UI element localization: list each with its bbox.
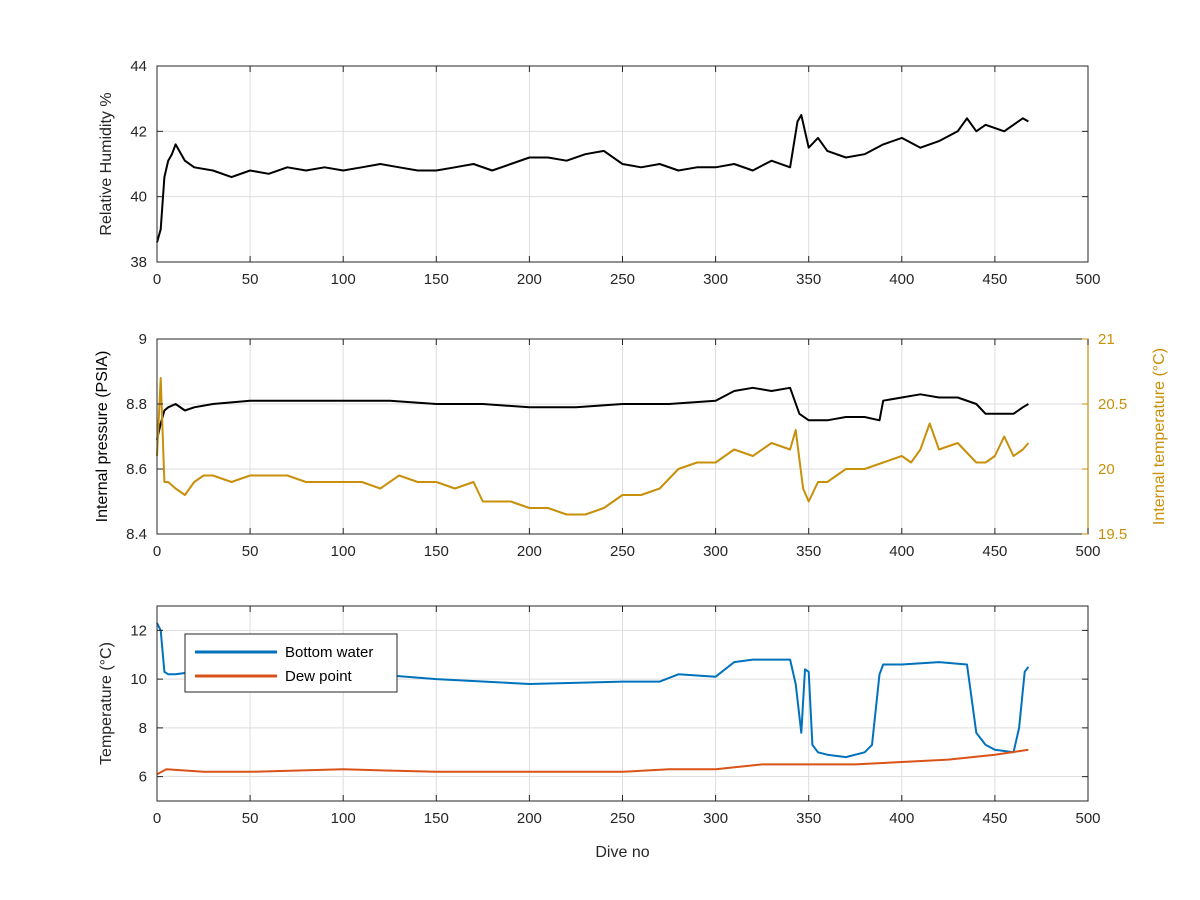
x-tick-label: 200 bbox=[517, 271, 542, 288]
y-tick-label: 9 bbox=[139, 331, 147, 348]
legend-entry: Dew point bbox=[285, 668, 353, 685]
x-tick-label: 100 bbox=[331, 810, 356, 827]
panel-2: 0 50 100 150 200 250 300 350 400 450 500 8.4 8.6 8.8 9… bbox=[94, 331, 1168, 560]
series-line-1-1 bbox=[156, 114, 1029, 243]
y-axis-label: Temperature (°C) bbox=[98, 642, 115, 765]
x-tick-label: 300 bbox=[703, 543, 728, 560]
y-tick-label: 8.6 bbox=[126, 461, 147, 478]
series-line-2-1 bbox=[156, 386, 1029, 441]
x-tick-label: 350 bbox=[796, 810, 821, 827]
y-tick-label: 42 bbox=[130, 123, 147, 140]
panel-1: 0 50 100 150 200 250 300 350 400 450 500 38 40 42 44 Re… bbox=[98, 58, 1101, 288]
y-tick-label: 12 bbox=[130, 622, 147, 639]
y-tick-label-right: 20.5 bbox=[1098, 396, 1127, 413]
x-tick-label: 400 bbox=[889, 810, 914, 827]
x-tick-label: 500 bbox=[1075, 810, 1100, 827]
panel-3: 0 50 100 150 200 250 300 350 400 450 500 6 8 10 12 Temp… bbox=[98, 605, 1101, 861]
y-tick-label: 6 bbox=[139, 769, 147, 786]
x-tick-label: 0 bbox=[153, 271, 161, 288]
x-tick-label: 100 bbox=[331, 271, 356, 288]
y-tick-label: 10 bbox=[130, 671, 147, 688]
x-tick-label: 0 bbox=[153, 810, 161, 827]
y-axis-label: Relative Humidity % bbox=[98, 92, 115, 235]
y-tick-label-right: 21 bbox=[1098, 331, 1115, 348]
x-tick-label: 150 bbox=[424, 543, 449, 560]
x-tick-label: 150 bbox=[424, 271, 449, 288]
x-tick-label: 500 bbox=[1075, 271, 1100, 288]
y-tick-label: 44 bbox=[130, 58, 147, 75]
x-tick-label: 100 bbox=[331, 543, 356, 560]
y-tick-label: 40 bbox=[130, 189, 147, 206]
x-tick-label: 50 bbox=[242, 810, 259, 827]
y-tick-label: 8 bbox=[139, 720, 147, 737]
x-tick-label: 250 bbox=[610, 810, 635, 827]
x-tick-label: 50 bbox=[242, 271, 259, 288]
x-tick-label: 200 bbox=[517, 543, 542, 560]
x-axis-label: Dive no bbox=[595, 844, 649, 861]
x-tick-label: 350 bbox=[796, 271, 821, 288]
y-axis-label: Internal pressure (PSIA) bbox=[94, 351, 111, 523]
x-tick-label: 250 bbox=[610, 271, 635, 288]
x-tick-label: 450 bbox=[982, 810, 1007, 827]
y-tick-label-right: 20 bbox=[1098, 461, 1115, 478]
y-tick-label: 8.8 bbox=[126, 396, 147, 413]
x-tick-label: 450 bbox=[982, 543, 1007, 560]
legend: Bottom water Dew point bbox=[184, 633, 398, 693]
x-tick-label: 400 bbox=[889, 271, 914, 288]
series-line-2-2 bbox=[156, 377, 1030, 516]
x-tick-label: 350 bbox=[796, 543, 821, 560]
y-axis-label-right: Internal temperature (°C) bbox=[1151, 348, 1168, 525]
legend-box bbox=[184, 633, 398, 693]
x-tick-label: 200 bbox=[517, 810, 542, 827]
x-tick-label: 0 bbox=[153, 543, 161, 560]
legend-entry: Bottom water bbox=[285, 644, 373, 661]
x-tick-label: 150 bbox=[424, 810, 449, 827]
x-tick-label: 500 bbox=[1075, 543, 1100, 560]
x-tick-label: 50 bbox=[242, 543, 259, 560]
x-tick-label: 300 bbox=[703, 271, 728, 288]
x-tick-label: 450 bbox=[982, 271, 1007, 288]
x-tick-label: 300 bbox=[703, 810, 728, 827]
series-line-dew-point bbox=[156, 748, 1029, 776]
y-tick-label: 38 bbox=[130, 254, 147, 271]
y-tick-label-right: 19.5 bbox=[1098, 526, 1127, 543]
x-tick-label: 250 bbox=[610, 543, 635, 560]
y-tick-label: 8.4 bbox=[126, 526, 147, 543]
x-tick-label: 400 bbox=[889, 543, 914, 560]
